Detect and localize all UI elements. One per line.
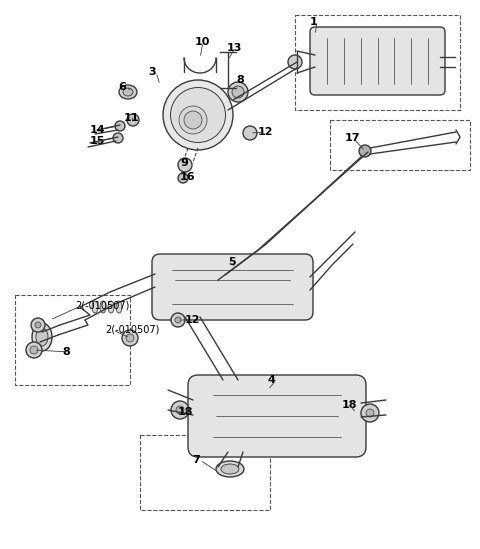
Text: 9: 9 [180, 158, 188, 168]
Text: 18: 18 [178, 407, 193, 417]
Ellipse shape [221, 464, 239, 474]
Text: 15: 15 [90, 136, 106, 146]
Text: 13: 13 [227, 43, 242, 53]
Ellipse shape [184, 111, 202, 129]
Text: 14: 14 [90, 125, 106, 135]
Text: 4: 4 [268, 375, 276, 385]
Text: 2(-010507): 2(-010507) [75, 300, 130, 310]
Circle shape [178, 173, 188, 183]
Bar [15, 295, 130, 385]
Text: 12: 12 [185, 315, 201, 325]
Ellipse shape [100, 301, 106, 313]
Text: 8: 8 [62, 347, 70, 357]
Circle shape [30, 346, 38, 354]
Circle shape [26, 342, 42, 358]
FancyBboxPatch shape [310, 27, 445, 95]
Ellipse shape [179, 106, 207, 134]
Circle shape [35, 322, 41, 328]
Circle shape [127, 114, 139, 126]
Circle shape [178, 158, 192, 172]
Bar [140, 435, 270, 510]
Text: 18: 18 [342, 400, 358, 410]
Text: 3: 3 [148, 67, 156, 77]
Circle shape [171, 313, 185, 327]
Text: 2(-010507): 2(-010507) [105, 325, 159, 335]
Circle shape [228, 82, 248, 102]
Text: 8: 8 [236, 75, 244, 85]
Text: 12: 12 [258, 127, 274, 137]
Text: 10: 10 [195, 37, 210, 47]
Ellipse shape [216, 461, 244, 477]
Circle shape [122, 330, 138, 346]
Circle shape [176, 406, 184, 414]
Circle shape [243, 126, 257, 140]
Ellipse shape [92, 301, 98, 313]
Text: 7: 7 [192, 455, 200, 465]
Circle shape [113, 133, 123, 143]
Text: 11: 11 [124, 113, 140, 123]
Ellipse shape [116, 301, 122, 313]
Text: 1: 1 [310, 17, 318, 27]
FancyBboxPatch shape [152, 254, 313, 320]
Circle shape [359, 145, 371, 157]
Text: 6: 6 [118, 82, 126, 92]
Ellipse shape [119, 85, 137, 99]
Circle shape [115, 121, 125, 131]
Circle shape [31, 318, 45, 332]
FancyBboxPatch shape [188, 375, 366, 457]
Ellipse shape [123, 88, 133, 96]
Ellipse shape [36, 328, 48, 346]
Circle shape [288, 55, 302, 69]
Circle shape [171, 401, 189, 419]
Ellipse shape [32, 323, 52, 351]
Ellipse shape [170, 87, 226, 143]
Bar [295, 15, 460, 110]
Text: 17: 17 [345, 133, 360, 143]
Circle shape [361, 404, 379, 422]
Circle shape [366, 409, 374, 417]
Circle shape [175, 317, 181, 323]
Text: 5: 5 [228, 257, 236, 267]
Ellipse shape [108, 301, 114, 313]
Circle shape [232, 86, 244, 98]
Text: 16: 16 [180, 172, 196, 182]
Ellipse shape [163, 80, 233, 150]
Bar [330, 120, 470, 170]
Circle shape [126, 334, 134, 342]
